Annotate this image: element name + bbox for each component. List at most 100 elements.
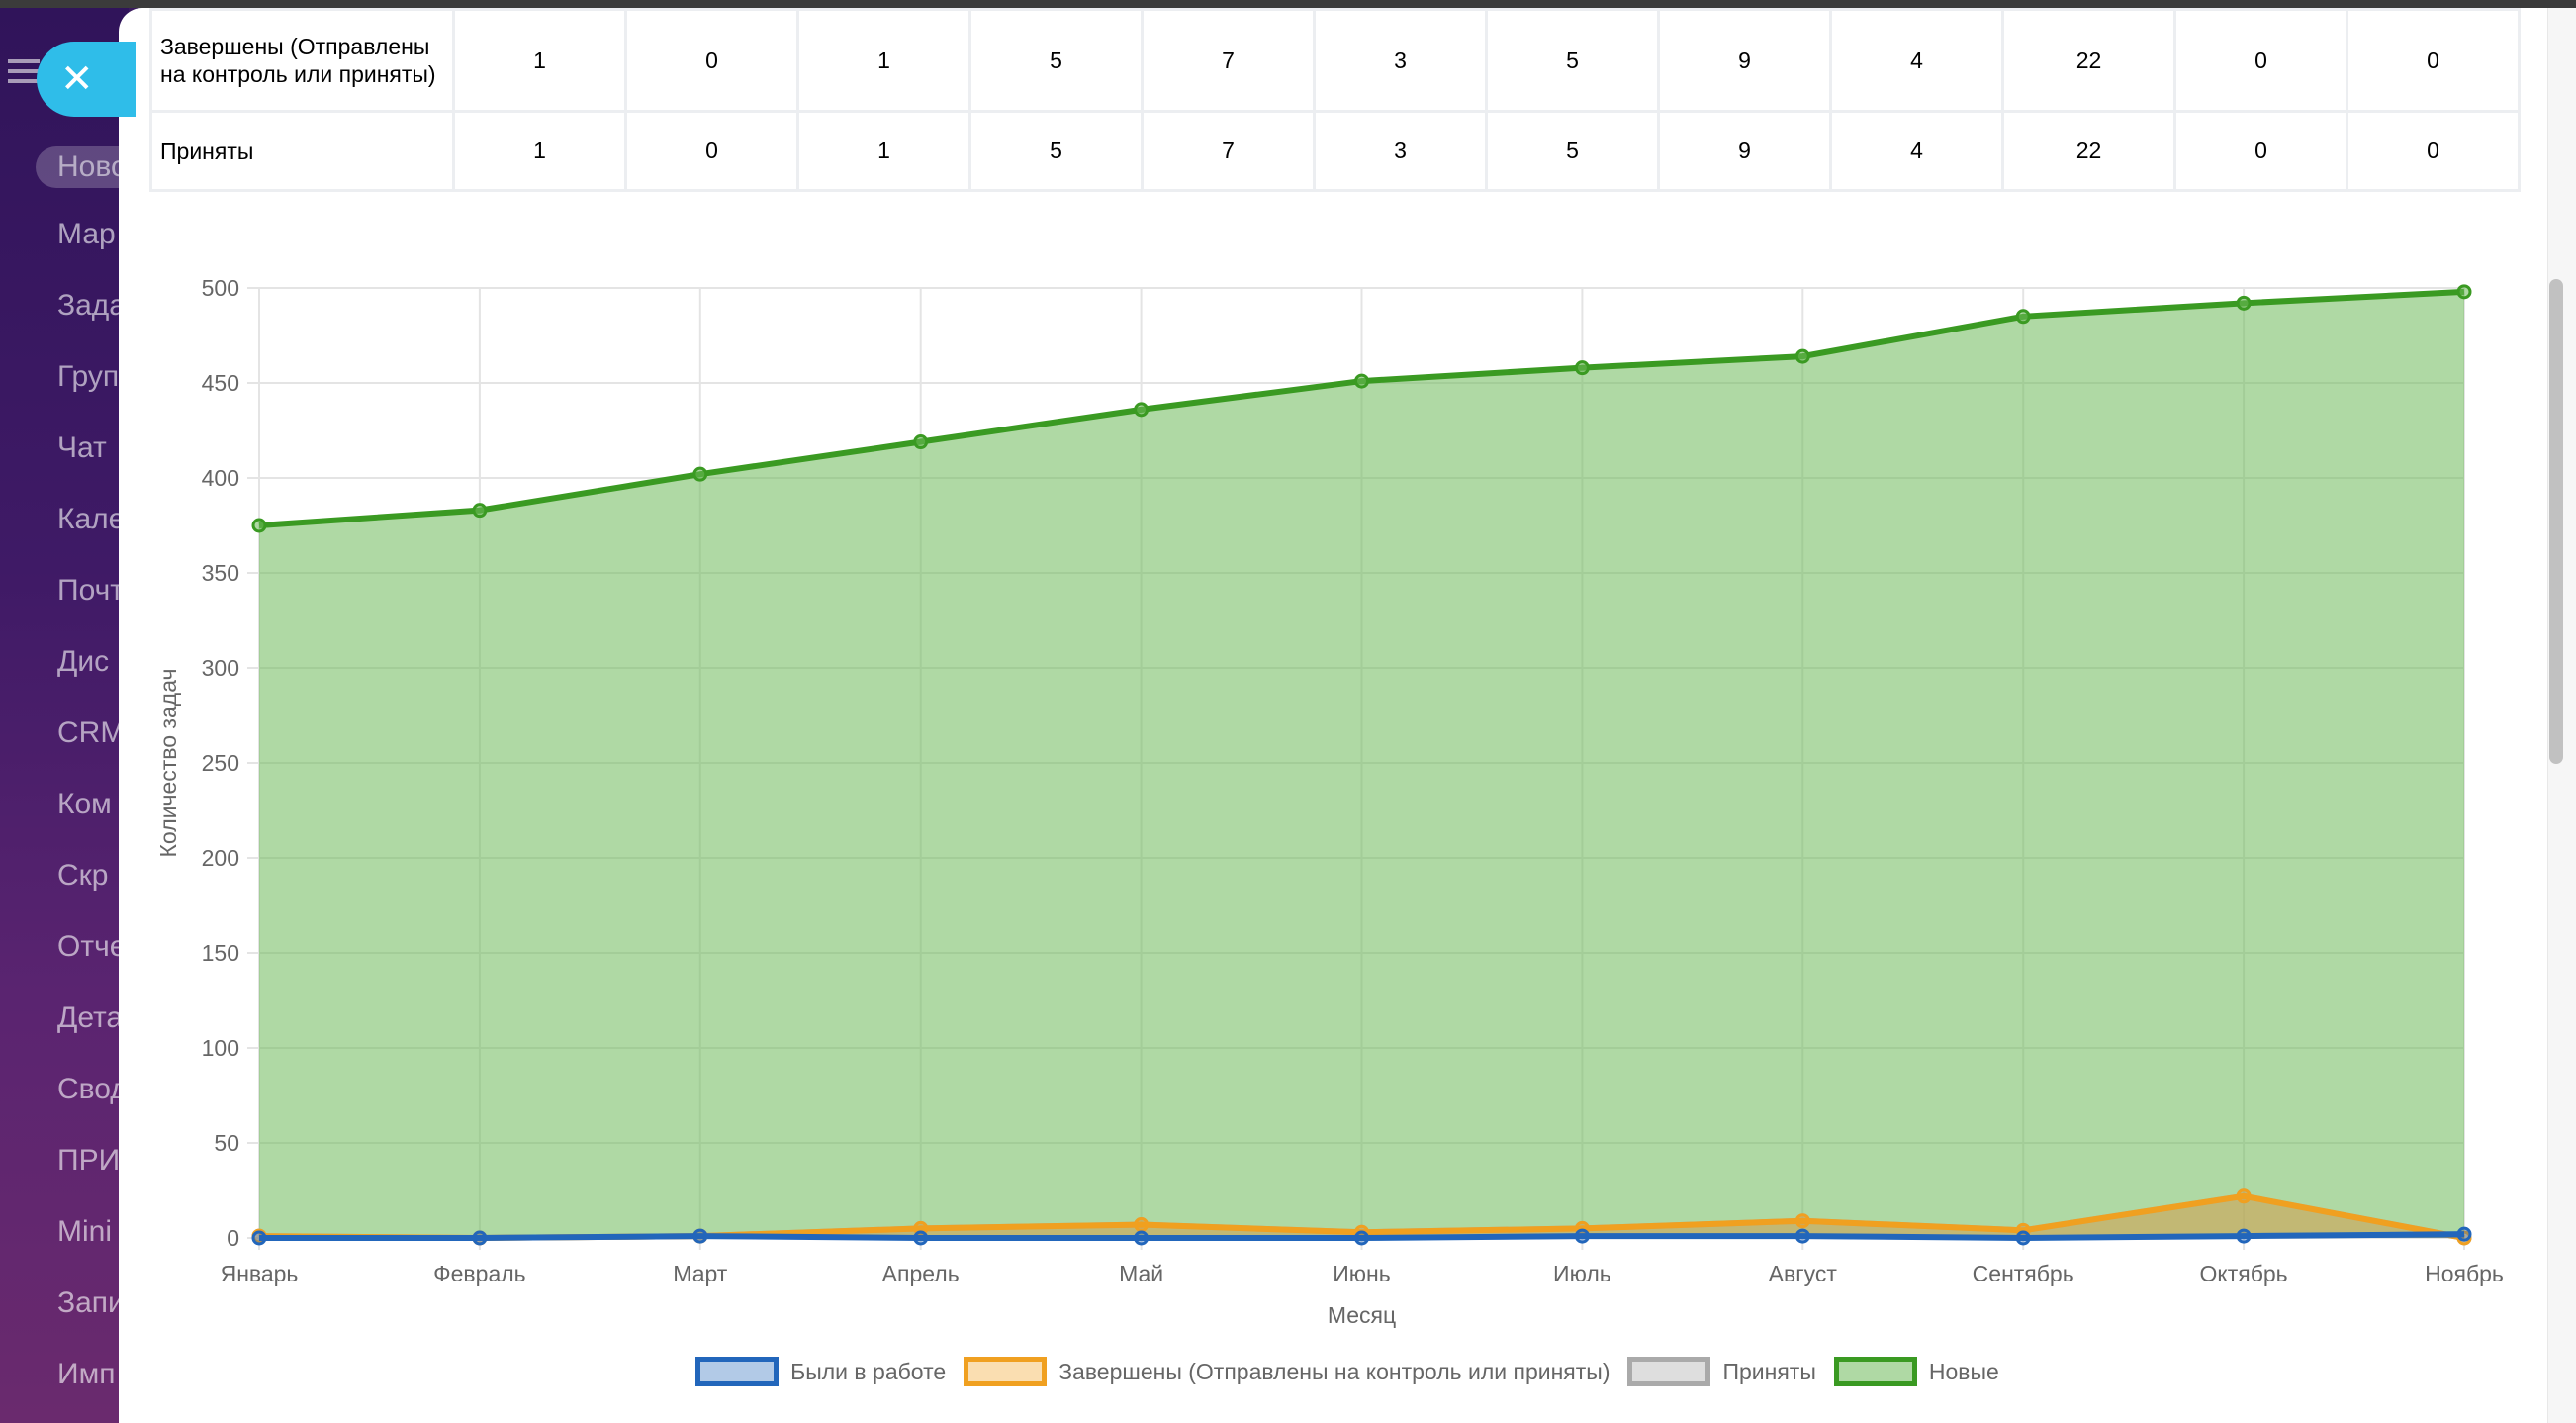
chart-legend: Были в работе Завершены (Отправлены на ко… — [119, 1357, 2576, 1386]
y-tick-label: 50 — [214, 1130, 239, 1156]
data-point — [1794, 1213, 1810, 1229]
sidebar-item[interactable]: Ком — [57, 788, 112, 820]
series-line — [259, 1231, 2465, 1242]
table-cell: 7 — [1141, 8, 1316, 113]
x-tick-label: Август — [1769, 1261, 1838, 1286]
data-point — [2236, 1188, 2252, 1204]
data-point — [692, 466, 708, 482]
table-cell: 3 — [1313, 110, 1488, 192]
y-tick-label: 200 — [202, 845, 239, 871]
sidebar-item[interactable]: Запи — [57, 1286, 125, 1319]
legend-label: Приняты — [1722, 1358, 1816, 1384]
x-tick-label: Апрель — [882, 1261, 960, 1286]
data-point — [913, 1230, 929, 1246]
data-point — [1134, 1217, 1150, 1233]
table-cell: 5 — [968, 110, 1144, 192]
sidebar-item[interactable]: Отче — [57, 930, 127, 963]
data-point — [692, 1228, 708, 1244]
legend-label: Были в работе — [790, 1358, 947, 1384]
y-tick-label: 100 — [202, 1035, 239, 1061]
table-cell: 3 — [1313, 8, 1488, 113]
data-point — [1574, 360, 1590, 376]
table-cell: 4 — [1829, 8, 2004, 113]
x-tick-label: Сентябрь — [1973, 1261, 2074, 1286]
table-cell: 22 — [2001, 110, 2176, 192]
y-tick-label: 350 — [202, 560, 239, 586]
data-point — [1794, 1228, 1810, 1244]
data-point — [2236, 1228, 2252, 1244]
sidebar-item[interactable]: Mini — [57, 1215, 113, 1248]
legend-label: Завершены (Отправлены на контроль или пр… — [1058, 1358, 1610, 1384]
data-point — [1354, 1230, 1369, 1246]
table-row: Завершены (Отправлены на контроль или пр… — [149, 8, 2521, 113]
sidebar-item[interactable]: ПРИ — [57, 1144, 121, 1177]
table-cell: 0 — [2173, 110, 2348, 192]
scrollbar-thumb[interactable] — [2549, 279, 2563, 764]
legend-item[interactable]: Завершены (Отправлены на контроль или пр… — [964, 1357, 1610, 1386]
sidebar-item[interactable]: Имп — [57, 1358, 116, 1390]
close-button[interactable]: ✕ — [37, 42, 136, 117]
legend-item[interactable]: Новые — [1833, 1357, 1999, 1386]
sidebar-item[interactable]: Свод — [57, 1073, 128, 1105]
close-icon: ✕ — [60, 57, 94, 101]
y-tick-label: 400 — [202, 465, 239, 491]
table-cell: 5 — [1485, 110, 1660, 192]
menu-icon[interactable] — [8, 59, 40, 83]
legend-swatch — [964, 1357, 1048, 1386]
table-cell: 22 — [2001, 8, 2176, 113]
table-cell: 9 — [1657, 110, 1832, 192]
sidebar-item[interactable]: Зада — [57, 289, 126, 322]
sidebar-item[interactable]: Кале — [57, 503, 126, 535]
y-axis-title: Количество задач — [155, 669, 181, 858]
sidebar-item[interactable]: Ново — [36, 146, 129, 188]
data-point — [251, 518, 267, 533]
y-tick-label: 450 — [202, 370, 239, 396]
table-cell: 5 — [1485, 8, 1660, 113]
table-cell: 0 — [2346, 8, 2521, 113]
legend-swatch — [1627, 1357, 1711, 1386]
sidebar-item[interactable]: CRM — [57, 716, 126, 749]
legend-item[interactable]: Приняты — [1627, 1357, 1816, 1386]
table-cell: 0 — [2346, 110, 2521, 192]
x-tick-label: Март — [673, 1261, 727, 1286]
sidebar-item[interactable]: Груп — [57, 360, 120, 393]
sidebar: Ново Мар Зада Груп Чат Кале Почт Дис CRM Ком Скр От… — [0, 0, 129, 1423]
data-point — [2456, 284, 2472, 300]
report-panel: Завершены (Отправлены на контроль или пр… — [119, 8, 2576, 1423]
data-point — [1134, 402, 1150, 418]
data-point — [472, 503, 488, 519]
x-tick-label: Ноябрь — [2425, 1261, 2504, 1286]
sidebar-item[interactable]: Мар — [57, 218, 116, 250]
sidebar-item[interactable]: Почт — [57, 574, 124, 607]
data-point — [2236, 295, 2252, 311]
data-point — [1794, 348, 1810, 364]
data-point — [472, 1230, 488, 1246]
data-point — [2015, 1230, 2031, 1246]
table-cell: 1 — [796, 110, 971, 192]
table-cell: 5 — [968, 8, 1144, 113]
data-point — [2456, 1226, 2472, 1242]
row-label: Завершены (Отправлены на контроль или пр… — [149, 8, 455, 113]
sidebar-item[interactable]: Дис — [57, 645, 110, 678]
table-cell: 1 — [796, 8, 971, 113]
table-cell: 7 — [1141, 110, 1316, 192]
legend-swatch — [695, 1357, 780, 1386]
x-tick-label: Июль — [1553, 1261, 1611, 1286]
y-tick-label: 300 — [202, 655, 239, 681]
y-tick-label: 150 — [202, 940, 239, 966]
data-point — [2015, 309, 2031, 325]
legend-item[interactable]: Были в работе — [695, 1357, 946, 1386]
legend-label: Новые — [1928, 1358, 1999, 1384]
y-tick-label: 250 — [202, 750, 239, 776]
legend-swatch — [1833, 1357, 1917, 1386]
row-label: Приняты — [149, 110, 455, 192]
table-row: Приняты 1 0 1 5 7 3 5 9 4 22 0 0 — [149, 110, 2521, 192]
table-cell: 4 — [1829, 110, 2004, 192]
x-tick-label: Февраль — [433, 1261, 525, 1286]
sidebar-item[interactable]: Чат — [57, 431, 107, 464]
sidebar-item[interactable]: Скр — [57, 859, 109, 892]
series-area — [259, 291, 2464, 1239]
table-cell: 9 — [1657, 8, 1832, 113]
table-cell: 0 — [2173, 8, 2348, 113]
sidebar-item[interactable]: Дета — [57, 1001, 124, 1034]
